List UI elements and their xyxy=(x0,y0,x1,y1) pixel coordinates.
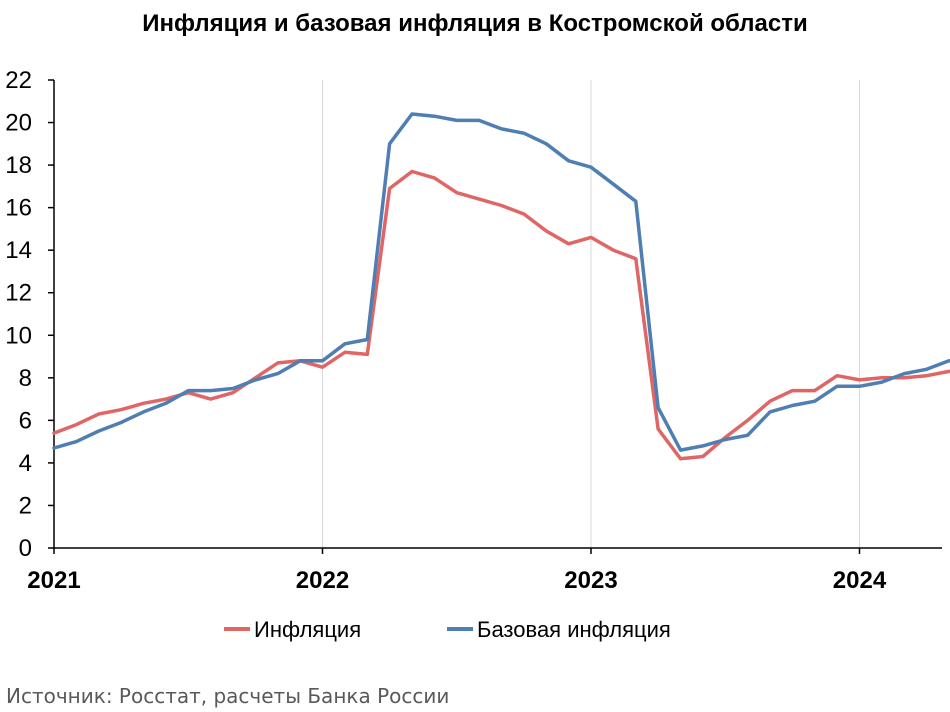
series-lines xyxy=(52,112,950,461)
y-tick-label: 8 xyxy=(19,365,32,392)
legend-label: Базовая инфляция xyxy=(477,617,671,642)
y-tick-label: 22 xyxy=(5,67,32,94)
y-tick-label: 20 xyxy=(5,110,32,137)
y-tick-label: 12 xyxy=(5,280,32,307)
y-tick-label: 4 xyxy=(19,450,32,477)
x-tick-label: 2022 xyxy=(296,567,349,594)
x-tick-label: 2024 xyxy=(833,567,887,594)
x-axis-ticks: 2021 2022 2023 2024 xyxy=(27,548,887,594)
x-tick-label: 2023 xyxy=(564,567,617,594)
x-tick-label: 2021 xyxy=(27,567,80,594)
y-tick-label: 14 xyxy=(5,237,32,264)
chart-title: Инфляция и базовая инфляция в Костромско… xyxy=(142,10,808,37)
legend-label: Инфляция xyxy=(254,617,361,642)
series-line-inflation xyxy=(52,169,950,461)
series-line-core-inflation xyxy=(52,112,950,452)
source-note: Источник: Росстат, расчеты Банка России xyxy=(6,684,450,708)
y-tick-label: 16 xyxy=(5,195,32,222)
legend: Инфляция Базовая инфляция xyxy=(224,617,671,642)
y-tick-label: 10 xyxy=(5,322,32,349)
y-tick-label: 6 xyxy=(19,407,32,434)
gridlines xyxy=(322,80,860,548)
y-tick-label: 18 xyxy=(5,152,32,179)
axes xyxy=(53,80,942,549)
y-tick-label: 2 xyxy=(19,492,32,519)
y-tick-label: 0 xyxy=(19,535,32,562)
y-axis-ticks: 0 2 4 6 8 10 12 14 16 18 20 22 xyxy=(5,67,54,562)
